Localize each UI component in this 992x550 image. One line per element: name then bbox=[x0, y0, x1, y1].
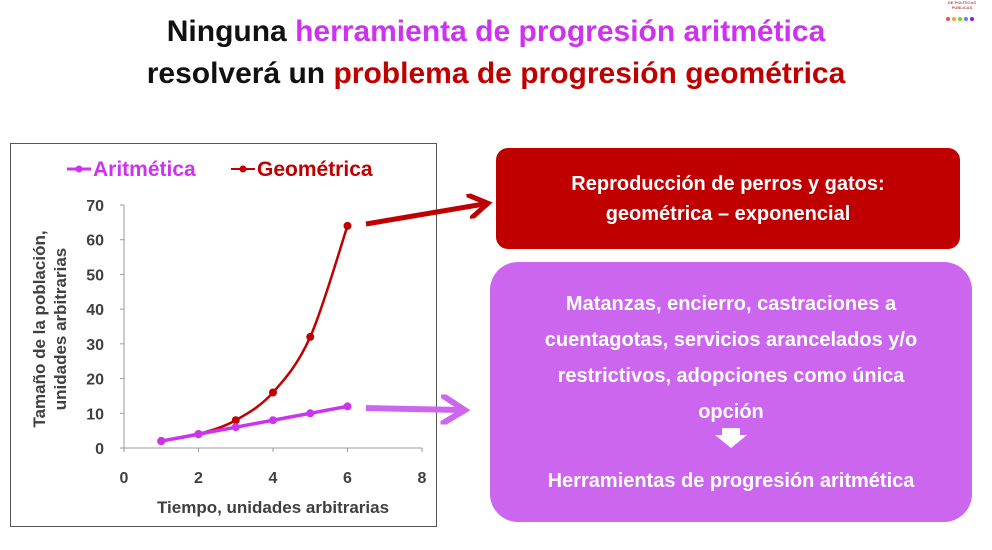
red-info-box: Reproducción de perros y gatos: geométri… bbox=[496, 148, 960, 249]
y-tick-label: 70 bbox=[86, 198, 104, 215]
y-tick-label: 20 bbox=[86, 372, 104, 389]
arith-data-point bbox=[157, 437, 166, 446]
title-arithmetic-highlight: herramienta de progresión aritmética bbox=[295, 15, 826, 48]
chart-frame: Aritmética Geométrica Tamaño de la pobla… bbox=[10, 143, 437, 527]
arith-series-line bbox=[160, 404, 348, 443]
y-tick-label: 10 bbox=[86, 406, 104, 423]
legend-arith-label: Aritmética bbox=[93, 158, 196, 181]
purple-box-line-1: Matanzas, encierro, castraciones a bbox=[565, 293, 897, 315]
y-tick-label: 60 bbox=[86, 233, 104, 250]
plot-area: 0 10 20 30 40 50 60 70 0 2 4 6 8 bbox=[86, 198, 426, 487]
title-line-2-prefix: resolverá un bbox=[146, 57, 334, 90]
arith-data-point bbox=[306, 409, 315, 418]
x-tick-label: 2 bbox=[194, 470, 203, 487]
purple-info-box: Matanzas, encierro, castraciones a cuent… bbox=[490, 262, 972, 522]
purple-box-line-2: cuentagotas, servicios arancelados y/o bbox=[544, 329, 918, 351]
y-tick-label: 50 bbox=[86, 267, 104, 284]
geom-series-line bbox=[161, 225, 349, 443]
y-tick-label: 0 bbox=[95, 441, 104, 458]
down-arrow-icon bbox=[715, 428, 747, 448]
arith-data-point bbox=[269, 416, 277, 425]
legend-geom-label: Geométrica bbox=[257, 158, 373, 181]
arith-data-point bbox=[231, 423, 240, 432]
title-line-1-prefix: Ninguna bbox=[166, 15, 296, 48]
geom-data-point bbox=[269, 388, 277, 397]
geom-data-point bbox=[231, 416, 240, 425]
y-axis-label: Tamaño de la población, unidades arbitra… bbox=[30, 230, 70, 427]
purple-box-body: Matanzas, encierro, castraciones a cuent… bbox=[490, 286, 972, 430]
legend-arith-marker bbox=[75, 165, 83, 173]
organization-logo: DE POLÍTICAS PÚBLICAS bbox=[942, 0, 982, 24]
geom-data-point bbox=[343, 221, 352, 230]
logo-text: DE POLÍTICAS PÚBLICAS bbox=[947, 0, 976, 10]
y-axis-label-line-2: unidades arbitrarias bbox=[51, 248, 70, 411]
purple-box-tools: Herramientas de progresión aritmética bbox=[547, 470, 915, 492]
red-box-line-1: Reproducción de perros y gatos: bbox=[571, 172, 885, 195]
arith-data-point bbox=[194, 430, 203, 439]
x-tick-label: 6 bbox=[343, 470, 352, 487]
geom-data-point bbox=[306, 332, 315, 341]
y-tick-label: 40 bbox=[86, 302, 104, 319]
purple-box-line-3: restrictivos, adopciones como única bbox=[557, 365, 905, 387]
x-tick-label: 0 bbox=[120, 470, 129, 487]
legend: Aritmética Geométrica bbox=[67, 158, 373, 181]
y-axis-label-line-1: Tamaño de la población, bbox=[30, 230, 49, 427]
red-box-line-2: geométrica – exponencial bbox=[605, 202, 851, 225]
logo-dots bbox=[946, 17, 978, 21]
title-geometric-highlight: problema de progresión geométrica bbox=[333, 57, 846, 90]
purple-box-line-4: opción bbox=[698, 401, 764, 423]
population-chart: Aritmética Geométrica Tamaño de la pobla… bbox=[30, 158, 427, 517]
title-line-2: resolverá un problema de progresión geom… bbox=[0, 54, 992, 94]
x-tick-label: 8 bbox=[418, 470, 427, 487]
legend-geom-marker bbox=[239, 165, 247, 173]
y-tick-label: 30 bbox=[86, 337, 104, 354]
arith-data-point bbox=[343, 402, 352, 411]
title-line-1: Ninguna herramienta de progresión aritmé… bbox=[0, 12, 992, 52]
x-axis-label: Tiempo, unidades arbitrarias bbox=[157, 498, 389, 517]
x-tick-label: 4 bbox=[269, 470, 278, 487]
